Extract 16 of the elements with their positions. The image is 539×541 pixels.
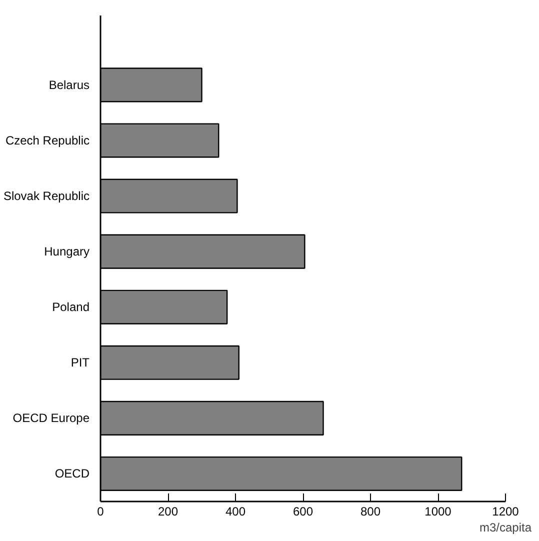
x-tick-label: 1200: [492, 504, 520, 518]
y-tick-label: Hungary: [44, 244, 90, 259]
x-tick-label: 600: [292, 504, 314, 518]
y-tick-label: OECD Europe: [12, 411, 90, 426]
y-tick-label: OECD: [54, 466, 90, 481]
x-tick-label: 800: [360, 504, 381, 518]
x-tick-label: 1000: [424, 504, 452, 518]
y-tick-label: Belarus: [48, 78, 90, 92]
x-axis-title: m3/capita: [479, 520, 532, 534]
y-tick-label: Poland: [52, 300, 90, 314]
x-tick-label: 200: [158, 504, 178, 518]
x-tick-label: 0: [97, 504, 104, 518]
x-tick-label: 400: [225, 504, 246, 518]
y-tick-label: PIT: [70, 356, 90, 370]
y-tick-label: Czech Republic: [5, 133, 90, 148]
y-tick-label: Slovak Republic: [3, 189, 90, 204]
